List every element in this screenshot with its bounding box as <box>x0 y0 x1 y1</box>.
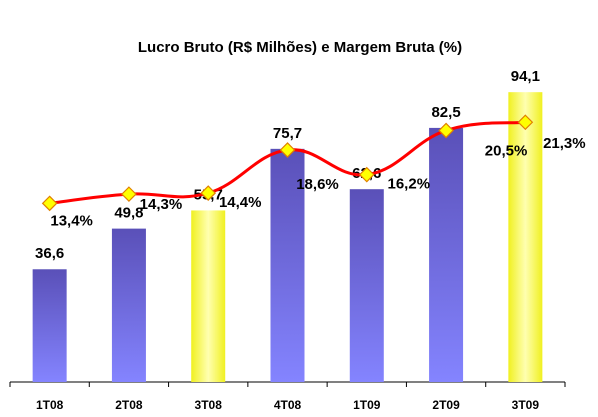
line-marker <box>358 166 375 183</box>
line-value-label: 14,4% <box>219 194 262 211</box>
line-value-label: 14,3% <box>140 196 183 213</box>
x-tick-label: 1T09 <box>353 398 381 412</box>
x-tick-label: 3T09 <box>512 398 540 412</box>
line-value-label: 18,6% <box>296 176 339 193</box>
line-marker <box>438 122 454 139</box>
chart-title: Lucro Bruto (R$ Milhões) e Margem Bruta … <box>138 39 462 56</box>
line-value-label: 16,2% <box>388 176 431 193</box>
line-marker <box>517 114 534 131</box>
x-tick-label: 4T08 <box>274 398 302 412</box>
x-tick-label: 2T08 <box>115 398 143 412</box>
bar <box>508 92 543 382</box>
bar <box>349 189 384 382</box>
bar-value-label: 82,5 <box>431 104 460 121</box>
x-tick-label: 1T08 <box>36 398 64 412</box>
line-value-label: 13,4% <box>50 212 93 229</box>
bar-value-label: 75,7 <box>273 125 302 142</box>
bar-value-label: 49,8 <box>114 205 143 222</box>
line-value-label: 21,3% <box>543 135 586 152</box>
bar-value-label: 36,6 <box>35 245 64 262</box>
bar <box>429 127 464 383</box>
bar <box>111 228 146 382</box>
bar <box>191 210 226 382</box>
bar <box>32 269 67 382</box>
bar-value-label: 94,1 <box>511 68 540 85</box>
x-tick-label: 3T08 <box>195 398 223 412</box>
line-marker <box>279 142 296 158</box>
line-marker <box>121 186 137 202</box>
line-marker <box>200 185 217 201</box>
x-tick-label: 2T09 <box>432 398 460 412</box>
bar <box>270 148 305 382</box>
line-marker <box>41 195 58 212</box>
line-value-label: 20,5% <box>485 142 528 159</box>
